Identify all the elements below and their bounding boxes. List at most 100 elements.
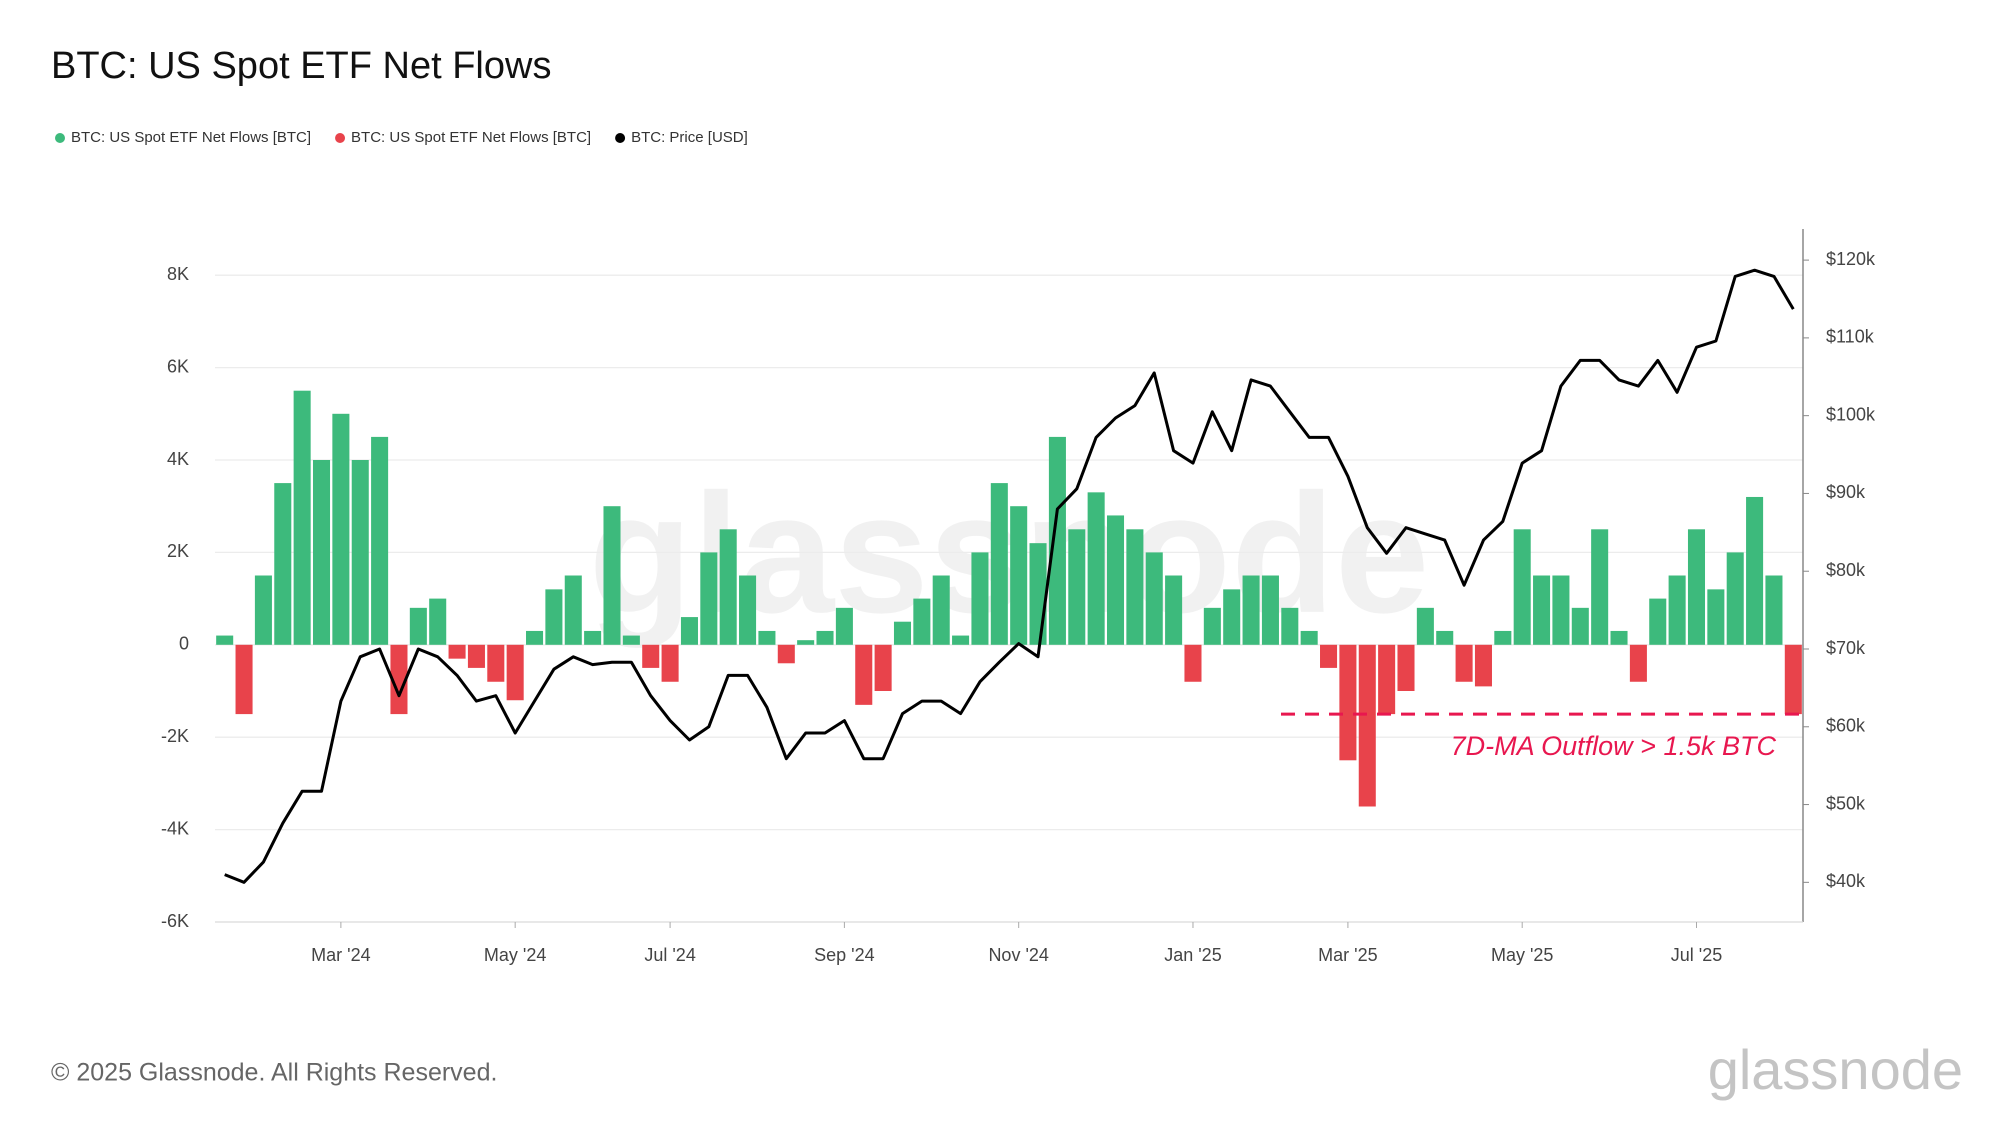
y-tick-label: -4K bbox=[161, 818, 189, 838]
logo: glassnode bbox=[1708, 1038, 1963, 1101]
bar bbox=[777, 644, 795, 664]
x-tick-label: Jan '25 bbox=[1164, 945, 1221, 965]
bar bbox=[1591, 529, 1609, 645]
bar bbox=[1629, 644, 1647, 682]
x-tick-label: Mar '25 bbox=[1318, 945, 1377, 965]
bar bbox=[1474, 644, 1492, 687]
bar bbox=[816, 630, 834, 645]
x-tick-label: Jul '24 bbox=[644, 945, 695, 965]
bar bbox=[1571, 607, 1589, 645]
y-tick-label: 2K bbox=[167, 541, 189, 561]
copyright: © 2025 Glassnode. All Rights Reserved. bbox=[51, 1059, 497, 1087]
legend-label: BTC: US Spot ETF Net Flows [BTC] bbox=[351, 129, 591, 146]
bar bbox=[274, 483, 292, 645]
legend-dot bbox=[335, 133, 346, 143]
x-tick-label: May '25 bbox=[1491, 945, 1553, 965]
bar bbox=[913, 598, 931, 645]
bar bbox=[1668, 575, 1686, 645]
bar bbox=[797, 640, 815, 645]
bar bbox=[1320, 644, 1338, 668]
bar bbox=[990, 483, 1008, 645]
chart-title: BTC: US Spot ETF Net Flows bbox=[51, 45, 551, 87]
bar bbox=[1765, 575, 1783, 645]
bar bbox=[1707, 589, 1725, 645]
bar bbox=[1223, 589, 1241, 645]
x-tick-label: Mar '24 bbox=[311, 945, 370, 965]
bar bbox=[1184, 644, 1202, 682]
y2-tick-label: $90k bbox=[1826, 482, 1866, 502]
x-tick-label: May '24 bbox=[484, 945, 546, 965]
bar bbox=[622, 635, 640, 645]
bar bbox=[371, 436, 389, 645]
bar bbox=[1165, 575, 1183, 645]
bar bbox=[1784, 644, 1802, 715]
bar bbox=[719, 529, 737, 645]
bar bbox=[564, 575, 582, 645]
annotation-text: 7D-MA Outflow > 1.5k BTC bbox=[1451, 731, 1777, 761]
bar bbox=[487, 644, 505, 682]
bar bbox=[1242, 575, 1260, 645]
bar bbox=[952, 635, 970, 645]
bar bbox=[235, 644, 253, 715]
y2-tick-label: $40k bbox=[1826, 871, 1866, 891]
bar bbox=[874, 644, 892, 691]
bar bbox=[1513, 529, 1531, 645]
y-tick-label: 6K bbox=[167, 356, 189, 376]
bar bbox=[254, 575, 272, 645]
y2-tick-label: $120k bbox=[1826, 249, 1876, 269]
bar bbox=[893, 621, 912, 645]
bar bbox=[332, 413, 350, 645]
price-line bbox=[224, 268, 1795, 884]
bar bbox=[855, 644, 873, 705]
bar bbox=[312, 460, 331, 645]
bar bbox=[1533, 575, 1551, 645]
bar bbox=[1068, 529, 1086, 645]
bar bbox=[1339, 644, 1357, 761]
bar bbox=[1649, 598, 1667, 645]
bar bbox=[1436, 630, 1454, 645]
x-tick-label: Jul '25 bbox=[1671, 945, 1722, 965]
bar bbox=[680, 617, 698, 645]
bar bbox=[1261, 575, 1279, 645]
bar bbox=[971, 552, 989, 645]
y2-tick-label: $80k bbox=[1826, 560, 1866, 580]
bar bbox=[1746, 496, 1764, 645]
x-tick-label: Sep '24 bbox=[814, 945, 875, 965]
bar bbox=[642, 644, 660, 668]
y-tick-label: -2K bbox=[161, 726, 189, 746]
bar bbox=[1145, 552, 1163, 645]
bar bbox=[932, 575, 950, 645]
y-tick-label: 4K bbox=[167, 449, 189, 469]
bar bbox=[1106, 515, 1125, 645]
bar bbox=[216, 635, 234, 645]
bar bbox=[429, 598, 447, 645]
bar bbox=[1610, 630, 1628, 645]
bar bbox=[467, 644, 485, 668]
bar bbox=[1087, 492, 1105, 645]
bar bbox=[739, 575, 757, 645]
bar bbox=[448, 644, 466, 659]
bar bbox=[1397, 644, 1415, 691]
bar bbox=[758, 630, 776, 645]
legend-label: BTC: US Spot ETF Net Flows [BTC] bbox=[71, 129, 311, 146]
bar bbox=[661, 644, 679, 682]
y2-tick-label: $70k bbox=[1826, 638, 1866, 658]
bar bbox=[1687, 529, 1706, 645]
bar bbox=[390, 644, 408, 715]
y-tick-label: 8K bbox=[167, 264, 189, 284]
bar bbox=[1552, 575, 1570, 645]
bar bbox=[506, 644, 524, 701]
legend-dot bbox=[55, 133, 65, 143]
y-tick-label: 0 bbox=[179, 634, 189, 654]
bar bbox=[1029, 543, 1047, 645]
bar bbox=[1358, 644, 1376, 807]
y-tick-label: -6K bbox=[161, 911, 189, 931]
bar bbox=[1494, 630, 1512, 645]
y2-tick-label: $50k bbox=[1826, 793, 1866, 813]
y2-tick-label: $100k bbox=[1826, 404, 1876, 424]
bar bbox=[1203, 607, 1221, 645]
bar bbox=[1416, 607, 1434, 645]
bar bbox=[1281, 607, 1299, 645]
